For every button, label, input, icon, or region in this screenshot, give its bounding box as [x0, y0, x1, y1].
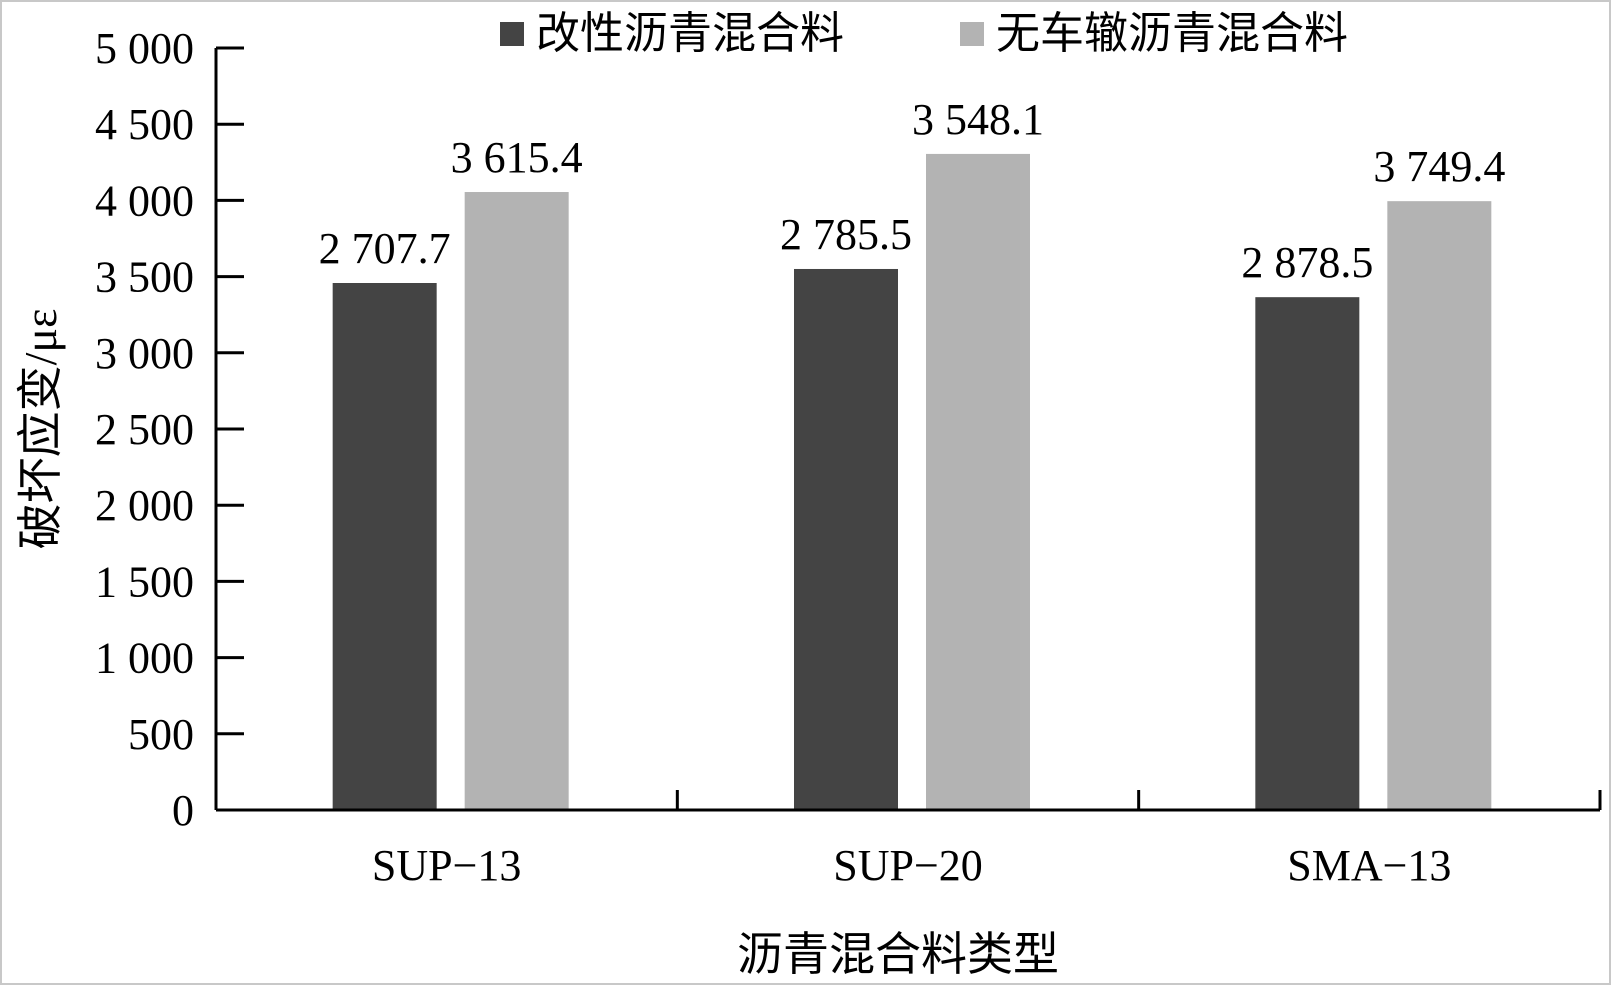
data-label: 2 707.7 [319, 224, 451, 273]
data-label: 3 615.4 [451, 133, 583, 182]
y-tick-label: 3 000 [95, 329, 194, 378]
legend-swatch [500, 22, 524, 46]
x-category-label: SUP−20 [833, 841, 983, 890]
y-tick-label: 4 000 [95, 176, 194, 225]
x-axis-category-labels: SUP−13 SUP−20 SMA−13 [372, 841, 1452, 890]
y-tick-label: 1 500 [95, 557, 194, 606]
data-label: 2 878.5 [1241, 238, 1373, 287]
data-label: 3 548.1 [912, 95, 1044, 144]
legend-swatch [960, 22, 984, 46]
y-axis-ticks: 0 500 1 000 1 500 2 000 2 500 3 000 3 500 4 000 4… [95, 24, 194, 835]
legend-label: 改性沥青混合料 [536, 9, 844, 58]
y-axis-title: 破坏应变/με [15, 309, 66, 550]
bar [926, 153, 1030, 811]
x-category-label: SMA−13 [1287, 841, 1451, 890]
y-tick-label: 4 500 [95, 100, 194, 149]
y-tick-label: 2 500 [95, 405, 194, 454]
x-category-label: SUP−13 [372, 841, 522, 890]
y-tick-label: 5 000 [95, 24, 194, 73]
bar [1255, 297, 1360, 810]
bars [332, 153, 1492, 811]
bar [1387, 201, 1492, 811]
y-tick-label: 3 500 [95, 253, 194, 302]
y-tick-label: 1 000 [95, 634, 194, 683]
bar [794, 268, 898, 811]
y-tick-label: 0 [172, 786, 194, 835]
y-tick-label: 2 000 [95, 481, 194, 530]
bar [332, 283, 437, 810]
data-label: 3 749.4 [1373, 142, 1505, 191]
legend-label: 无车辙沥青混合料 [996, 9, 1348, 58]
data-labels: 2 707.73 615.4 2 785.5 3 548.1 2 878.53 749… [319, 95, 1506, 287]
legend: 改性沥青混合料 无车辙沥青混合料 [500, 9, 1348, 58]
y-tick-label: 500 [128, 710, 194, 759]
data-label: 2 785.5 [780, 210, 912, 259]
axes [214, 46, 1602, 812]
bar [464, 192, 569, 810]
x-axis-title: 沥青混合料类型 [737, 929, 1059, 980]
